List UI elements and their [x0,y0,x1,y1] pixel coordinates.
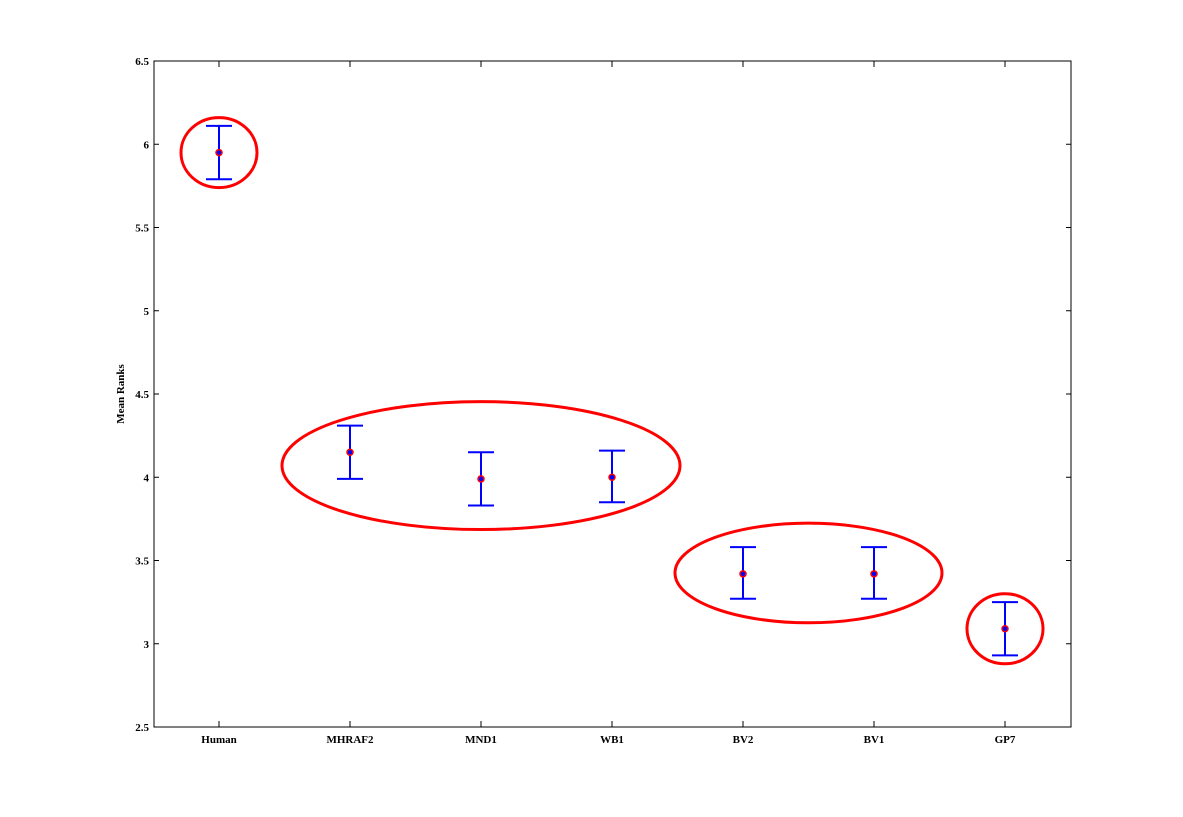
y-axis: 2.5 3 3.5 4 4.5 5 5.5 6 6.5 [135,56,1071,734]
y-tick-label: 5 [144,306,150,318]
errorbar-bv2 [730,546,756,600]
group-outline [673,521,944,625]
y-axis-title: Mean Ranks [115,363,127,423]
errorbar-human [206,124,232,181]
group-outline [280,400,682,532]
x-tick-label: WB1 [600,734,624,746]
group-outline [965,592,1045,666]
mean-point [1001,625,1009,633]
mean-point [346,448,354,457]
x-tick-label: BV2 [733,734,754,746]
y-tick-label: 4 [144,472,150,484]
errorbar-mhraf2 [337,424,363,480]
y-tick-label: 2.5 [135,722,149,734]
mean-point [608,473,616,481]
errorbar-gp7 [992,601,1018,657]
group-outline [179,116,259,190]
x-tick-label: GP7 [995,734,1016,746]
x-tick-label: MHRAF2 [326,734,374,746]
plot-area [153,60,1072,728]
mean-point [215,148,223,157]
y-tick-label: 3.5 [135,556,149,568]
mean-point [477,475,485,483]
y-tick-label: 6 [144,139,150,151]
x-tick-label: Human [201,734,236,746]
mean-point [739,570,747,578]
errorbar-wb1 [599,449,625,504]
y-tick-label: 3 [144,639,150,651]
y-tick-label: 6.5 [135,56,149,68]
data-marks [206,124,1018,657]
group-outlines [179,116,1045,666]
errorbar-bv1 [861,546,887,600]
errorbar-mnd1 [468,451,494,507]
y-tick-label: 5.5 [135,223,149,235]
x-tick-label: MND1 [465,734,497,746]
mean-point [870,570,878,578]
y-tick-label: 4.5 [135,389,149,401]
x-tick-label: BV1 [864,734,885,746]
x-axis: Human MHRAF2 MND1 WB1 BV2 BV1 GP7 [201,61,1016,746]
